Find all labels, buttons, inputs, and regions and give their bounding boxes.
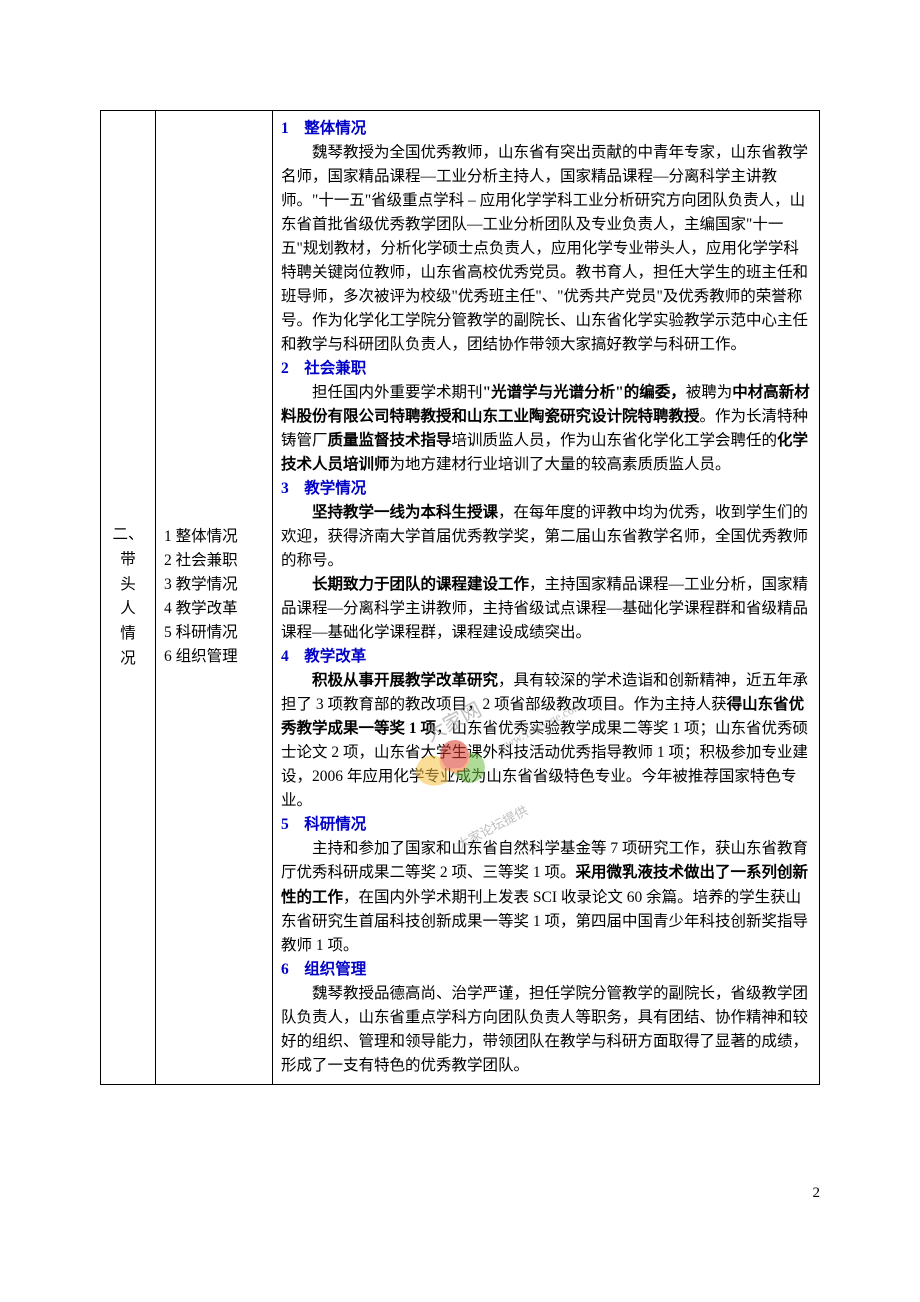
text-run-bold: 坚持教学一线为本科生授课 [312,504,498,521]
document-page: 二、 带 头 人 情 况 1 整体情况 2 社会兼职 3 教学情况 4 教学改革… [0,0,920,1145]
section-6-para: 魏琴教授品德高尚、治学严谨，担任学院分管教学的副院长，省级教学团队负责人，山东省… [281,982,811,1078]
content-table: 二、 带 头 人 情 况 1 整体情况 2 社会兼职 3 教学情况 4 教学改革… [100,110,820,1085]
section-2-para: 担任国内外重要学术期刊"光谱学与光谱分析"的编委，被聘为中材高新材料股份有限公司… [281,381,811,477]
row-id-line: 头 [109,573,147,598]
heading-title: 社会兼职 [304,360,366,377]
toc-item: 6 组织管理 [164,645,264,669]
heading-title: 科研情况 [304,816,366,833]
heading-title: 整体情况 [304,120,366,137]
section-5-para: 主持和参加了国家和山东省自然科学基金等 7 项研究工作，获山东省教育厅优秀科研成… [281,837,811,957]
heading-title: 教学改革 [304,648,366,665]
heading-num: 4 [281,645,297,669]
toc-item: 2 社会兼职 [164,549,264,573]
section-3-para-1: 坚持教学一线为本科生授课，在每年度的评教中均为优秀，收到学生们的欢迎，获得济南大… [281,501,811,573]
text-run-bold: 长期致力于团队的课程建设工作 [312,576,529,593]
section-4-para: 积极从事开展教学改革研究，具有较深的学术造诣和创新精神，近五年承担了 3 项教育… [281,669,811,813]
section-heading-2: 2 社会兼职 [281,357,811,381]
heading-num: 5 [281,813,297,837]
row-id-cell: 二、 带 头 人 情 况 [101,111,156,1085]
toc-item: 5 科研情况 [164,621,264,645]
heading-title: 教学情况 [304,480,366,497]
heading-num: 3 [281,477,297,501]
heading-num: 6 [281,958,297,982]
text-run: 为地方建材行业培训了大量的较高素质质监人员。 [390,456,731,473]
toc-item: 3 教学情况 [164,573,264,597]
text-run: 被聘为 [686,384,733,401]
toc-item: 1 整体情况 [164,525,264,549]
text-run: 担任国内外重要学术期刊 [312,384,483,401]
row-id-line: 况 [109,647,147,672]
section-heading-4: 4 教学改革 [281,645,811,669]
heading-title: 组织管理 [304,961,366,978]
section-heading-3: 3 教学情况 [281,477,811,501]
row-id-line: 二、 [109,523,147,548]
heading-num: 1 [281,117,297,141]
section-3-para-2: 长期致力于团队的课程建设工作，主持国家精品课程—工业分析，国家精品课程—分离科学… [281,573,811,645]
text-run-bold: 质量监督技术指导 [328,432,452,449]
section-1-para: 魏琴教授为全国优秀教师，山东省有突出贡献的中青年专家，山东省教学名师，国家精品课… [281,141,811,357]
section-heading-5: 5 科研情况 [281,813,811,837]
row-id-line: 人 [109,597,147,622]
text-run-bold: 积极从事开展教学改革研究 [312,672,498,689]
page-number: 2 [0,1145,920,1202]
text-run: ，在国内外学术期刊上发表 SCI 收录论文 60 余篇。培养的学生获山东省研究生… [281,889,808,954]
row-id-line: 情 [109,622,147,647]
section-heading-1: 1 整体情况 [281,117,811,141]
heading-num: 2 [281,357,297,381]
body-cell: 1 整体情况 魏琴教授为全国优秀教师，山东省有突出贡献的中青年专家，山东省教学名师… [273,111,820,1085]
toc-item: 4 教学改革 [164,597,264,621]
text-run-bold: "光谱学与光谱分析"的编委， [483,384,686,401]
text-run: 培训质监人员，作为山东省化学化工学会聘任的 [452,432,778,449]
section-heading-6: 6 组织管理 [281,958,811,982]
table-row: 二、 带 头 人 情 况 1 整体情况 2 社会兼职 3 教学情况 4 教学改革… [101,111,820,1085]
toc-cell: 1 整体情况 2 社会兼职 3 教学情况 4 教学改革 5 科研情况 6 组织管… [156,111,273,1085]
row-id-line: 带 [109,548,147,573]
